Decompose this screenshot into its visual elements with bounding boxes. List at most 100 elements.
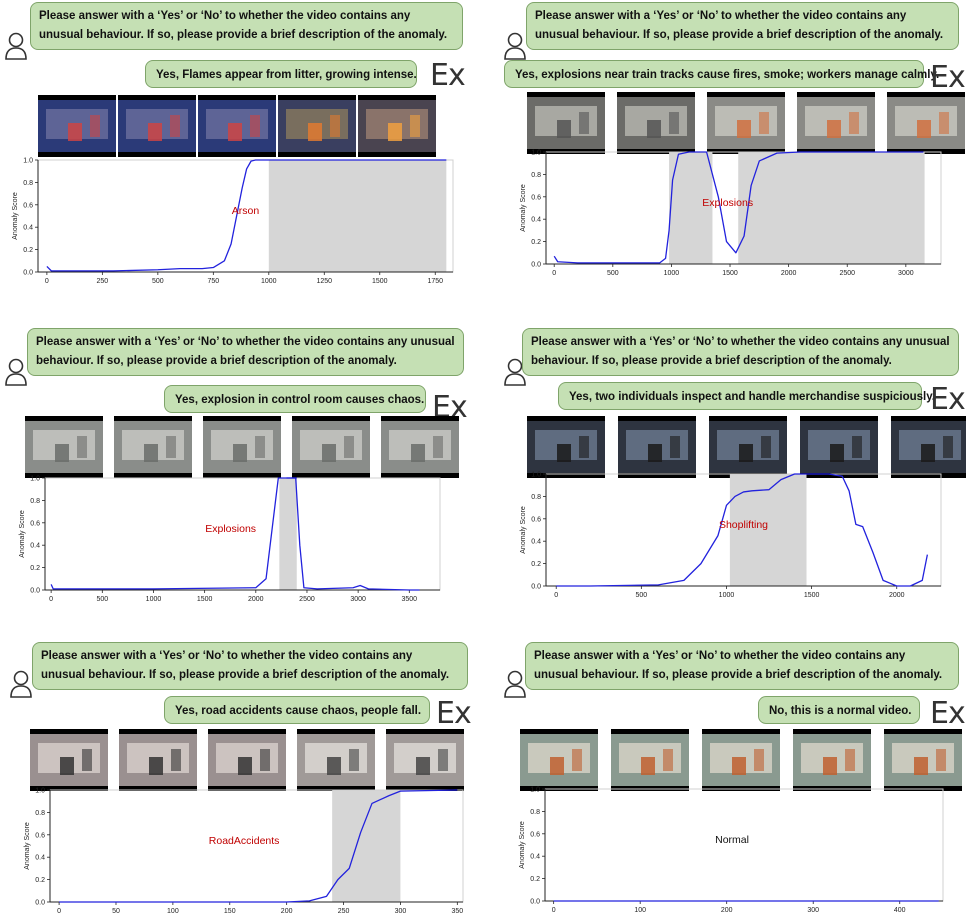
x-tick-label: 200 [721, 907, 733, 914]
y-tick-label: 0.0 [23, 270, 33, 277]
anomaly-class-label: Arson [232, 205, 260, 217]
x-tick-label: 2500 [839, 270, 855, 277]
x-tick-label: 2000 [781, 270, 797, 277]
video-frame-thumbnail [611, 729, 689, 791]
y-tick-label: 1.0 [23, 158, 33, 165]
y-tick-label: 1.0 [531, 472, 541, 479]
y-tick-label: 0.6 [530, 831, 540, 838]
y-axis-label: Anomaly Score [520, 506, 527, 554]
x-tick-label: 3500 [402, 596, 418, 603]
user-icon [504, 32, 526, 60]
x-tick-label: 1000 [719, 592, 735, 599]
y-tick-label: 1.0 [531, 150, 541, 157]
anomaly-class-label: Explosions [702, 197, 753, 209]
video-frame-thumbnail [198, 95, 276, 157]
user-icon [10, 670, 32, 698]
question-bubble: Please answer with a ‘Yes’ or ‘No’ to wh… [522, 328, 959, 376]
video-frame-thumbnail [702, 729, 780, 791]
user-icon [5, 32, 27, 60]
video-frame-thumbnail [709, 416, 787, 478]
ex-logo: Ex [930, 60, 966, 95]
y-tick-label: 0.4 [531, 217, 541, 224]
anomaly-score-chart: 0.0 0.2 0.4 0.6 0.8 1.0 0 100 200 300 400 Anomaly S… [519, 787, 944, 914]
video-frame-thumbnail [884, 729, 962, 791]
x-tick-label: 1000 [146, 596, 162, 603]
y-axis-label: Anomaly Score [12, 192, 19, 240]
y-tick-label: 0.0 [531, 262, 541, 269]
video-frame-thumbnail [527, 416, 605, 478]
y-axis-label: Anomaly Score [24, 822, 31, 870]
x-tick-label: 0 [554, 592, 558, 599]
answer-bubble: Yes, Flames appear from litter, growing … [145, 60, 417, 88]
y-tick-label: 0.0 [30, 588, 40, 595]
answer-bubble: No, this is a normal video. [758, 696, 920, 724]
x-tick-label: 1000 [261, 278, 277, 285]
anomaly-span [669, 152, 713, 264]
x-tick-label: 1500 [197, 596, 213, 603]
video-frame-thumbnail [707, 92, 785, 154]
anomaly-score-line [46, 159, 447, 272]
x-tick-label: 2000 [889, 592, 905, 599]
question-bubble: Please answer with a ‘Yes’ or ‘No’ to wh… [30, 2, 463, 50]
anomaly-score-chart: 0.0 0.2 0.4 0.6 0.8 1.0 0 50 100 150 200 250 300 350 A… [24, 788, 464, 915]
x-tick-label: 0 [57, 908, 61, 915]
anomaly-score-line [59, 789, 458, 903]
answer-bubble: Yes, explosion in control room causes ch… [164, 385, 426, 413]
x-tick-label: 750 [207, 278, 219, 285]
video-frame-thumbnail [118, 95, 196, 157]
video-frame-thumbnail [520, 729, 598, 791]
x-tick-label: 1500 [804, 592, 820, 599]
answer-bubble: Yes, road accidents cause chaos, people … [164, 696, 430, 724]
answer-bubble: Yes, two individuals inspect and handle … [558, 382, 935, 410]
x-tick-label: 350 [451, 908, 463, 915]
x-tick-label: 0 [45, 278, 49, 285]
x-tick-label: 300 [395, 908, 407, 915]
anomaly-score-chart: 0.0 0.2 0.4 0.6 0.8 1.0 0 500 1000 1500 2000 2500 30… [19, 476, 441, 603]
anomaly-score-chart: 0.0 0.2 0.4 0.6 0.8 1.0 0 500 1000 1500 2000 2500 30… [520, 150, 942, 277]
anomaly-span [268, 160, 447, 272]
y-tick-label: 1.0 [30, 476, 40, 483]
x-tick-label: 400 [894, 907, 906, 914]
y-tick-label: 0.2 [531, 239, 541, 246]
y-tick-label: 1.0 [530, 787, 540, 794]
ex-logo: Ex [930, 382, 966, 417]
video-frame-thumbnail [891, 416, 966, 478]
y-tick-label: 0.0 [35, 900, 45, 907]
anomaly-class-label: Shoplifting [719, 519, 768, 531]
y-tick-label: 0.0 [530, 899, 540, 906]
anomaly-span [332, 790, 401, 902]
y-tick-label: 0.8 [531, 172, 541, 179]
x-tick-label: 150 [224, 908, 236, 915]
video-frame-thumbnail [297, 729, 375, 791]
x-tick-label: 3000 [350, 596, 366, 603]
video-frame-thumbnail [30, 729, 108, 791]
anomaly-score-chart: 0.0 0.2 0.4 0.6 0.8 1.0 0 250 500 750 1000 1250 1500… [12, 158, 454, 285]
video-frame-thumbnail [292, 416, 370, 478]
video-frame-thumbnail [618, 416, 696, 478]
y-tick-label: 0.8 [530, 809, 540, 816]
video-frame-thumbnail [25, 416, 103, 478]
x-tick-label: 0 [552, 907, 556, 914]
y-tick-label: 1.0 [35, 788, 45, 795]
video-frame-thumbnail [793, 729, 871, 791]
x-tick-label: 200 [281, 908, 293, 915]
x-tick-label: 50 [112, 908, 120, 915]
video-frame-thumbnail [797, 92, 875, 154]
x-tick-label: 1750 [427, 278, 443, 285]
anomaly-score-chart: 0.0 0.2 0.4 0.6 0.8 1.0 0 500 1000 1500 2000 Anomal… [520, 472, 942, 599]
video-frame-thumbnail [203, 416, 281, 478]
question-bubble: Please answer with a ‘Yes’ or ‘No’ to wh… [32, 642, 468, 690]
video-frame-thumbnail [617, 92, 695, 154]
y-tick-label: 0.8 [23, 180, 33, 187]
y-tick-label: 0.8 [35, 810, 45, 817]
video-frame-thumbnail [800, 416, 878, 478]
x-tick-label: 300 [807, 907, 819, 914]
x-tick-label: 500 [607, 270, 619, 277]
user-icon [504, 358, 526, 386]
y-tick-label: 0.6 [35, 832, 45, 839]
x-tick-label: 250 [338, 908, 350, 915]
y-tick-label: 0.6 [30, 520, 40, 527]
video-frame-thumbnail [278, 95, 356, 157]
y-tick-label: 0.4 [531, 539, 541, 546]
anomaly-span [738, 152, 925, 264]
